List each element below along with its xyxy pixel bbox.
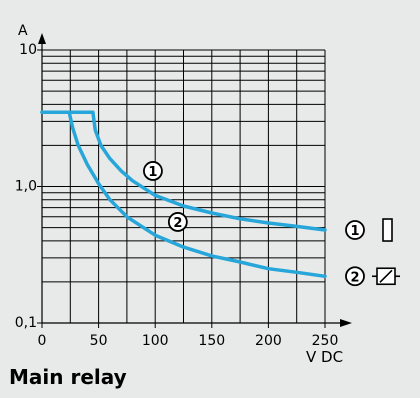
grid: [41, 49, 326, 324]
labels: 0 50 100 150 200 250 0,1 1,0 10 1 2: [15, 42, 339, 349]
legend-marker: [345, 220, 365, 240]
x-tick-label: 50: [90, 333, 108, 349]
y-tick-label: 1,0: [15, 179, 37, 195]
y-tick-label: 0,1: [15, 315, 37, 331]
legend-label: 1: [350, 224, 359, 239]
x-tick-label: 150: [198, 333, 225, 349]
y-axis-label: A: [18, 23, 28, 39]
y-tick-label: 10: [19, 42, 37, 58]
coil-slash: [379, 269, 393, 283]
series-marker-label: 1: [148, 165, 157, 180]
axes: [37, 33, 352, 328]
series-line-2: [40, 110, 327, 279]
series-marker-2: [167, 212, 188, 232]
y-axis-arrow: [38, 33, 46, 44]
x-tick-label: 100: [142, 333, 169, 349]
series-marker-label: 2: [173, 216, 182, 231]
series-marker-1: [143, 161, 163, 181]
x-tick-label: 0: [38, 333, 47, 349]
chart-caption: Main relay: [9, 365, 127, 389]
legend-marker: [345, 266, 365, 287]
x-axis-arrow: [340, 319, 352, 327]
x-tick-label: 250: [312, 333, 339, 349]
legend-label: 2: [350, 270, 359, 285]
legend: 12: [345, 218, 400, 287]
series: [40, 110, 327, 279]
series-line-1: [40, 110, 327, 232]
x-tick-label: 200: [255, 333, 282, 349]
x-axis-label: V DC: [306, 348, 343, 366]
coil-rectangle-icon: [382, 218, 393, 242]
